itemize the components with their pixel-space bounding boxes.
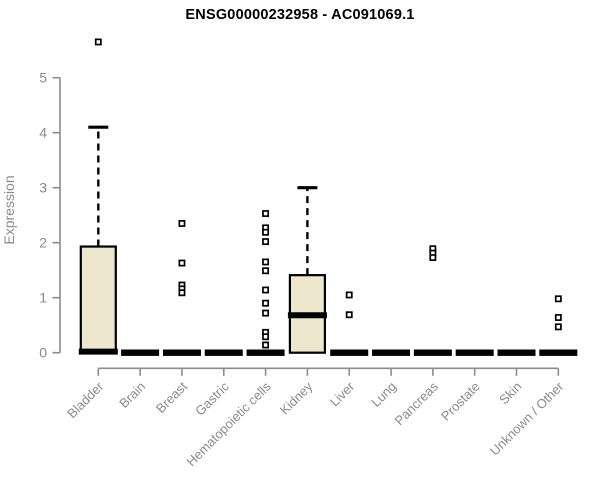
collapsed-box — [204, 349, 243, 356]
y-tick-label: 1 — [39, 290, 47, 306]
collapsed-box — [162, 349, 201, 356]
collapsed-box — [455, 349, 494, 356]
box — [79, 245, 117, 354]
y-tick-label: 3 — [39, 180, 47, 196]
outlier-point — [262, 333, 270, 341]
outlier-point — [429, 254, 437, 261]
collapsed-box — [497, 349, 536, 356]
outlier-point — [345, 291, 353, 299]
outlier-point — [262, 228, 270, 236]
outlier-point — [94, 38, 102, 46]
collapsed-box — [372, 349, 411, 356]
y-tick-label: 0 — [39, 345, 47, 361]
x-tick-label: Unknown / Other — [487, 378, 567, 458]
outlier-point — [178, 220, 186, 227]
chart-title: ENSG00000232958 - AC091069.1 — [185, 7, 415, 23]
x-tick-label: Pancreas — [392, 378, 442, 428]
y-axis-label: Expression — [1, 175, 17, 244]
outlier-point — [178, 289, 186, 297]
x-tick-label: Gastric — [192, 378, 232, 418]
x-tick-label: Prostate — [438, 379, 483, 424]
collapsed-box — [539, 349, 578, 356]
y-tick-label: 5 — [39, 70, 47, 86]
outlier-point — [262, 210, 270, 217]
outlier-point — [262, 309, 270, 317]
outlier-point — [345, 311, 353, 319]
x-tick-label: Lung — [368, 379, 399, 410]
x-tick-label: Liver — [327, 378, 358, 409]
outlier-point — [554, 314, 562, 321]
outlier-point — [262, 267, 270, 275]
x-tick-label: Bladder — [64, 378, 107, 421]
collapsed-box — [121, 349, 160, 356]
outlier-point — [178, 259, 186, 267]
y-tick-label: 2 — [39, 235, 47, 251]
outlier-point — [262, 341, 270, 349]
outlier-point — [262, 258, 270, 266]
collapsed-box — [246, 349, 285, 356]
x-tick-label: Brain — [116, 379, 148, 411]
outlier-point — [262, 299, 270, 307]
x-tick-label: Kidney — [277, 378, 316, 417]
x-tick-label: Breast — [153, 379, 190, 416]
collapsed-box — [330, 349, 369, 356]
collapsed-box — [413, 349, 452, 356]
outlier-point — [554, 295, 562, 303]
outlier-point — [262, 238, 270, 246]
outlier-point — [262, 286, 270, 294]
y-tick-label: 4 — [39, 125, 47, 141]
x-tick-label: Skin — [496, 379, 524, 407]
outlier-point — [554, 323, 562, 331]
